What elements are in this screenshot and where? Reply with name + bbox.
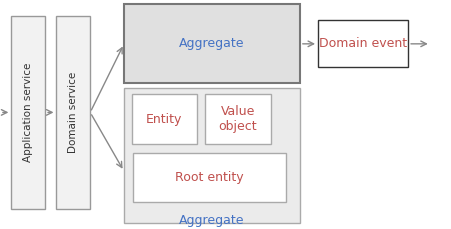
Text: Value
object: Value object xyxy=(219,105,257,133)
Text: Entity: Entity xyxy=(146,113,183,126)
Text: Root entity: Root entity xyxy=(175,171,244,184)
Bar xyxy=(56,16,90,209)
Text: Application service: Application service xyxy=(23,63,33,162)
Text: Domain service: Domain service xyxy=(68,72,78,153)
Text: Aggregate: Aggregate xyxy=(179,37,245,50)
Text: Aggregate: Aggregate xyxy=(179,214,245,226)
Bar xyxy=(318,20,408,68)
Bar xyxy=(205,94,271,144)
Bar xyxy=(132,94,197,144)
Text: Domain event: Domain event xyxy=(319,37,407,50)
Bar xyxy=(11,16,45,209)
Bar xyxy=(124,5,300,83)
Bar xyxy=(133,153,286,202)
Bar xyxy=(124,88,300,223)
